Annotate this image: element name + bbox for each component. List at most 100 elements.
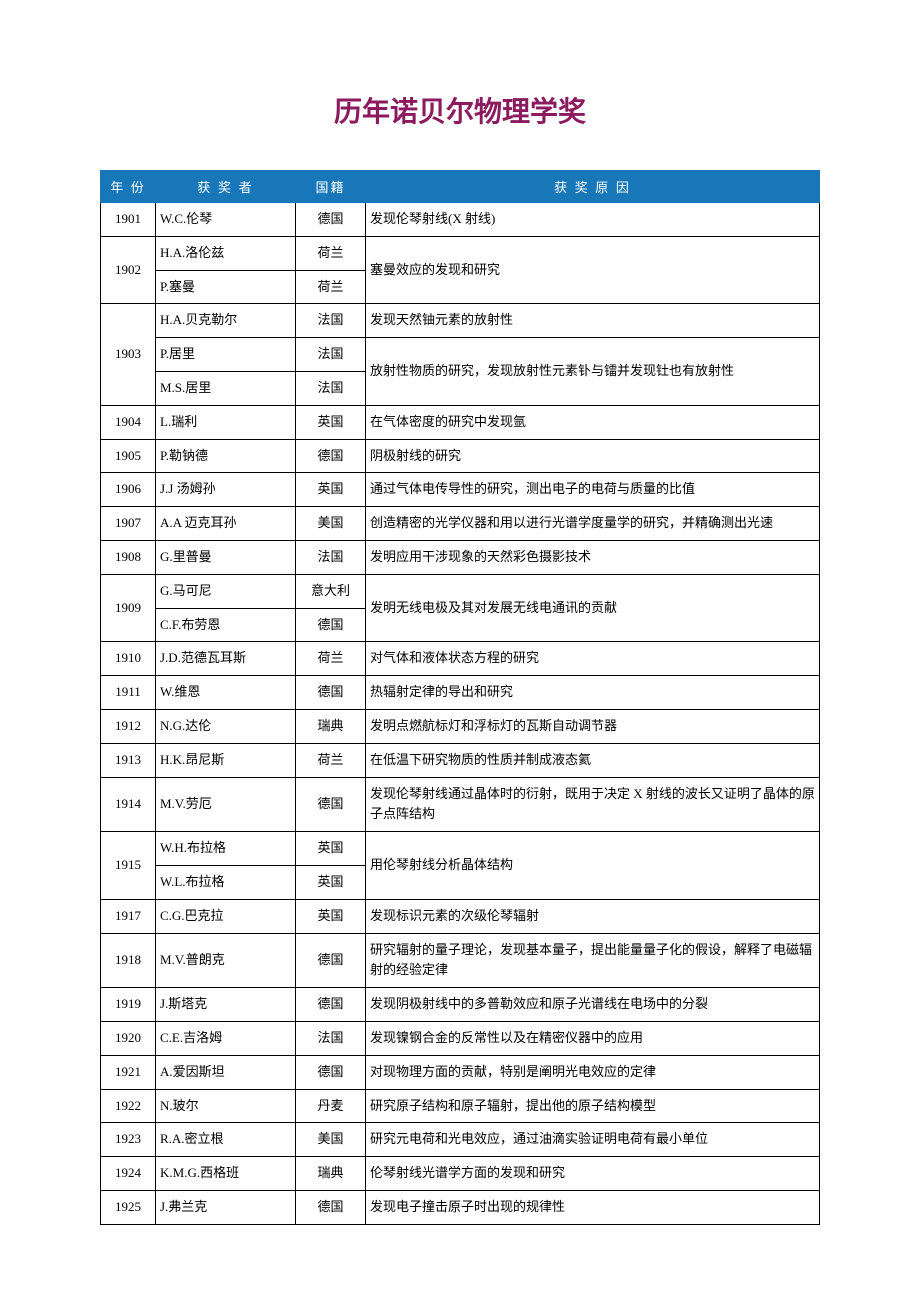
cell-winner-name: J.弗兰克 (156, 1190, 296, 1224)
cell-winner-name: J.J 汤姆孙 (156, 473, 296, 507)
cell-year: 1917 (101, 899, 156, 933)
cell-year: 1924 (101, 1157, 156, 1191)
cell-reason: 阴极射线的研究 (366, 439, 820, 473)
table-row: 1925J.弗兰克德国发现电子撞击原子时出现的规律性 (101, 1190, 820, 1224)
cell-country: 德国 (296, 676, 366, 710)
cell-winner-name: P.居里 (156, 338, 296, 372)
cell-winner-name: G.里普曼 (156, 540, 296, 574)
cell-reason: 塞曼效应的发现和研究 (366, 236, 820, 304)
cell-country: 美国 (296, 507, 366, 541)
table-row: 1918M.V.普朗克德国研究辐射的量子理论，发现基本量子，提出能量量子化的假设… (101, 933, 820, 988)
cell-year: 1910 (101, 642, 156, 676)
cell-reason: 发明点燃航标灯和浮标灯的瓦斯自动调节器 (366, 709, 820, 743)
table-row: 1919J.斯塔克德国发现阴极射线中的多普勒效应和原子光谱线在电场中的分裂 (101, 988, 820, 1022)
table-row: 1909G.马可尼意大利发明无线电极及其对发展无线电通讯的贡献 (101, 574, 820, 608)
cell-country: 法国 (296, 304, 366, 338)
cell-year: 1921 (101, 1055, 156, 1089)
cell-country: 德国 (296, 203, 366, 237)
cell-winner-name: W.C.伦琴 (156, 203, 296, 237)
cell-country: 德国 (296, 439, 366, 473)
cell-winner-name: J.斯塔克 (156, 988, 296, 1022)
cell-reason: 研究元电荷和光电效应，通过油滴实验证明电荷有最小单位 (366, 1123, 820, 1157)
table-row: 1923R.A.密立根美国研究元电荷和光电效应，通过油滴实验证明电荷有最小单位 (101, 1123, 820, 1157)
cell-winner-name: H.A.贝克勒尔 (156, 304, 296, 338)
table-row: 1915W.H.布拉格英国用伦琴射线分析晶体结构 (101, 832, 820, 866)
cell-year: 1902 (101, 236, 156, 304)
cell-winner-name: R.A.密立根 (156, 1123, 296, 1157)
table-header-row: 年 份 获 奖 者 国籍 获 奖 原 因 (101, 171, 820, 203)
cell-reason: 对气体和液体状态方程的研究 (366, 642, 820, 676)
cell-country: 法国 (296, 371, 366, 405)
cell-country: 英国 (296, 405, 366, 439)
table-row: 1921A.爱因斯坦德国对现物理方面的贡献，特别是阐明光电效应的定律 (101, 1055, 820, 1089)
cell-reason: 发明无线电极及其对发展无线电通讯的贡献 (366, 574, 820, 642)
table-row: 1910J.D.范德瓦耳斯荷兰对气体和液体状态方程的研究 (101, 642, 820, 676)
col-year: 年 份 (101, 171, 156, 203)
cell-reason: 在低温下研究物质的性质并制成液态氦 (366, 743, 820, 777)
col-country: 国籍 (296, 171, 366, 203)
cell-country: 美国 (296, 1123, 366, 1157)
col-name: 获 奖 者 (156, 171, 296, 203)
cell-reason: 研究原子结构和原子辐射，提出他的原子结构模型 (366, 1089, 820, 1123)
prize-table: 年 份 获 奖 者 国籍 获 奖 原 因 1901W.C.伦琴德国发现伦琴射线(… (100, 170, 820, 1225)
cell-reason: 用伦琴射线分析晶体结构 (366, 832, 820, 900)
cell-year: 1922 (101, 1089, 156, 1123)
cell-reason: 通过气体电传导性的研究，测出电子的电荷与质量的比值 (366, 473, 820, 507)
cell-year: 1911 (101, 676, 156, 710)
table-row: 1903H.A.贝克勒尔法国发现天然铀元素的放射性 (101, 304, 820, 338)
cell-country: 荷兰 (296, 236, 366, 270)
cell-country: 荷兰 (296, 743, 366, 777)
cell-winner-name: W.L.布拉格 (156, 865, 296, 899)
table-row: 1920C.E.吉洛姆法国发现镍钢合金的反常性以及在精密仪器中的应用 (101, 1021, 820, 1055)
cell-winner-name: K.M.G.西格班 (156, 1157, 296, 1191)
table-row: 1911W.维恩德国热辐射定律的导出和研究 (101, 676, 820, 710)
cell-country: 德国 (296, 1055, 366, 1089)
cell-country: 荷兰 (296, 270, 366, 304)
cell-country: 德国 (296, 988, 366, 1022)
cell-reason: 放射性物质的研究，发现放射性元素钋与镭并发现钍也有放射性 (366, 338, 820, 406)
cell-winner-name: N.玻尔 (156, 1089, 296, 1123)
cell-year: 1920 (101, 1021, 156, 1055)
cell-reason: 伦琴射线光谱学方面的发现和研究 (366, 1157, 820, 1191)
cell-year: 1906 (101, 473, 156, 507)
table-row: 1917C.G.巴克拉英国发现标识元素的次级伦琴辐射 (101, 899, 820, 933)
cell-year: 1925 (101, 1190, 156, 1224)
col-reason: 获 奖 原 因 (366, 171, 820, 203)
cell-reason: 发现电子撞击原子时出现的规律性 (366, 1190, 820, 1224)
table-row: 1905P.勒钠德德国阴极射线的研究 (101, 439, 820, 473)
cell-year: 1918 (101, 933, 156, 988)
cell-year: 1919 (101, 988, 156, 1022)
cell-country: 德国 (296, 777, 366, 832)
table-row: 1912N.G.达伦瑞典发明点燃航标灯和浮标灯的瓦斯自动调节器 (101, 709, 820, 743)
cell-year: 1914 (101, 777, 156, 832)
cell-winner-name: A.爱因斯坦 (156, 1055, 296, 1089)
cell-year: 1909 (101, 574, 156, 642)
cell-country: 英国 (296, 832, 366, 866)
cell-country: 荷兰 (296, 642, 366, 676)
cell-reason: 发现天然铀元素的放射性 (366, 304, 820, 338)
cell-year: 1908 (101, 540, 156, 574)
table-row: P.居里法国放射性物质的研究，发现放射性元素钋与镭并发现钍也有放射性 (101, 338, 820, 372)
cell-winner-name: H.K.昂尼斯 (156, 743, 296, 777)
table-row: 1922N.玻尔丹麦研究原子结构和原子辐射，提出他的原子结构模型 (101, 1089, 820, 1123)
cell-winner-name: N.G.达伦 (156, 709, 296, 743)
cell-reason: 发明应用干涉现象的天然彩色摄影技术 (366, 540, 820, 574)
cell-reason: 发现镍钢合金的反常性以及在精密仪器中的应用 (366, 1021, 820, 1055)
cell-winner-name: M.S.居里 (156, 371, 296, 405)
cell-year: 1901 (101, 203, 156, 237)
cell-winner-name: M.V.普朗克 (156, 933, 296, 988)
cell-year: 1905 (101, 439, 156, 473)
cell-year: 1904 (101, 405, 156, 439)
cell-country: 英国 (296, 865, 366, 899)
cell-winner-name: P.塞曼 (156, 270, 296, 304)
table-row: 1914M.V.劳厄德国发现伦琴射线通过晶体时的衍射，既用于决定 X 射线的波长… (101, 777, 820, 832)
cell-country: 意大利 (296, 574, 366, 608)
table-row: 1913H.K.昂尼斯荷兰在低温下研究物质的性质并制成液态氦 (101, 743, 820, 777)
cell-reason: 热辐射定律的导出和研究 (366, 676, 820, 710)
table-row: 1901W.C.伦琴德国发现伦琴射线(X 射线) (101, 203, 820, 237)
cell-year: 1903 (101, 304, 156, 405)
cell-year: 1923 (101, 1123, 156, 1157)
table-row: 1924K.M.G.西格班瑞典伦琴射线光谱学方面的发现和研究 (101, 1157, 820, 1191)
cell-winner-name: C.G.巴克拉 (156, 899, 296, 933)
cell-year: 1913 (101, 743, 156, 777)
